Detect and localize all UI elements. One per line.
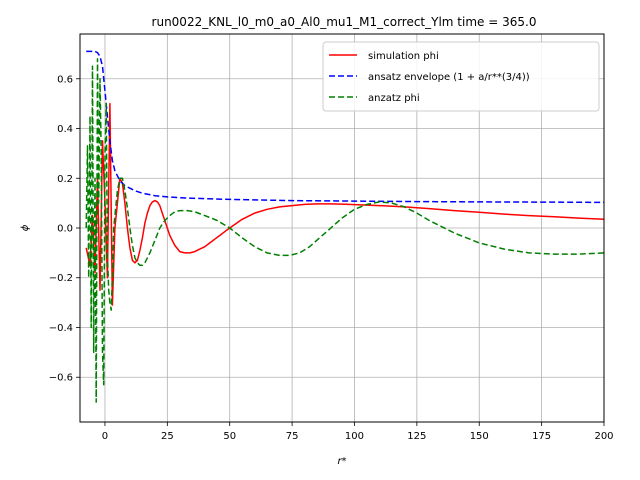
x-axis-label: r*	[337, 456, 346, 467]
legend-label: simulation phi	[368, 51, 439, 62]
x-tick-label: 200	[594, 431, 613, 442]
y-tick-label: 0.0	[57, 224, 73, 235]
legend-label: ansatz envelope (1 + a/r**(3/4))	[368, 72, 530, 83]
x-tick-label: 125	[407, 431, 426, 442]
x-tick-label: 150	[470, 431, 489, 442]
x-tick-label: 100	[345, 431, 364, 442]
series-line	[86, 50, 604, 204]
x-tick-label: 175	[532, 431, 551, 442]
legend-label: anzatz phi	[368, 93, 420, 104]
x-tick-label: 75	[286, 431, 299, 442]
series-line	[85, 58, 604, 403]
y-tick-label: 0.6	[57, 74, 73, 85]
y-tick-label: 0.2	[57, 174, 73, 185]
legend-items: simulation phi ansatz envelope (1 + a/r**…	[329, 51, 530, 104]
y-tick-label: −0.2	[49, 273, 73, 284]
legend: simulation phi ansatz envelope (1 + a/r**…	[322, 41, 600, 112]
ticks: 0 25 50 75 100 125 150 175 200 −0.6 −0.4 −0.2 0.0 0.2…	[49, 74, 614, 442]
y-tick-label: 0.4	[57, 124, 73, 135]
legend-box	[322, 41, 600, 112]
x-tick-label: 25	[161, 431, 174, 442]
x-tick-label: 0	[102, 431, 108, 442]
series-layer	[85, 50, 604, 403]
x-tick-label: 50	[223, 431, 236, 442]
series-line	[85, 102, 604, 306]
chart-title: run0022_KNL_l0_m0_a0_Al0_mu1_M1_correct_…	[152, 15, 537, 29]
y-axis-label: ϕ	[20, 224, 31, 231]
y-tick-label: −0.4	[49, 323, 73, 334]
y-tick-label: −0.6	[49, 373, 73, 384]
